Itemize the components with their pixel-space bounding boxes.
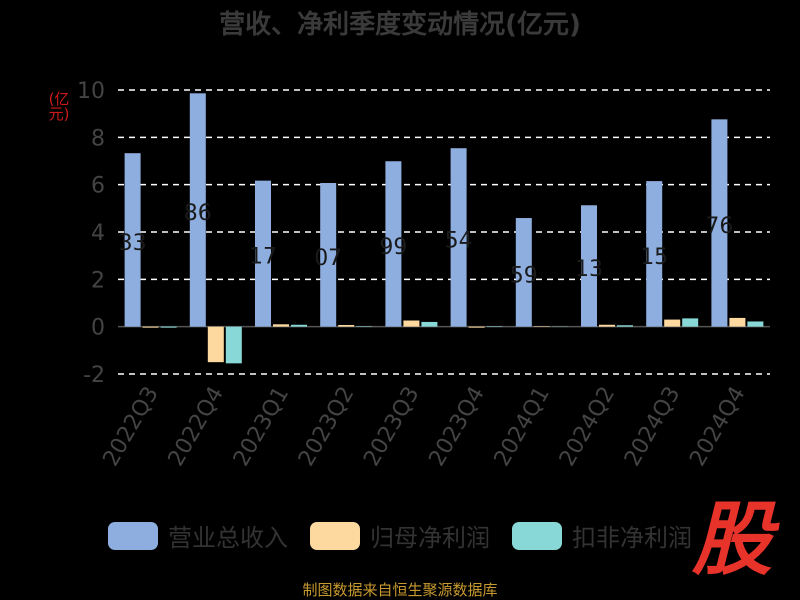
x-tick-label: 2024Q4 (685, 383, 750, 471)
bar-net-profit-parent (729, 317, 746, 327)
legend-label-net-profit-parent: 归母净利润 (370, 524, 490, 552)
legend-item-revenue[interactable]: 营业总收入 (108, 518, 288, 553)
bar-revenue (646, 181, 663, 327)
bar-revenue (124, 153, 141, 327)
x-tick-label: 2023Q3 (359, 383, 424, 471)
bar-value-label: 07 (314, 246, 342, 271)
bar-net-profit-parent (664, 319, 681, 327)
bar-net-profit-parent (207, 326, 224, 363)
bar-net-profit-deducted (617, 325, 633, 327)
bar-value-label: 59 (510, 263, 538, 288)
brand-logo: 股 (692, 493, 772, 586)
x-tick-label: 2024Q1 (490, 383, 555, 471)
y-tick-label: 4 (91, 221, 105, 246)
y-tick-label: -2 (83, 363, 105, 388)
bar-revenue (320, 183, 337, 327)
legend-label-revenue: 营业总收入 (168, 524, 288, 552)
x-tick-label: 2024Q3 (620, 383, 685, 471)
bar-value-label: 33 (119, 231, 147, 256)
y-tick-label: 8 (91, 126, 105, 151)
bar-net-profit-parent (273, 324, 289, 327)
bar-value-label: 76 (705, 214, 733, 239)
x-tick-label: 2024Q2 (555, 383, 620, 471)
legend-swatch-revenue (108, 521, 158, 550)
bar-net-profit-parent (403, 320, 420, 327)
y-tick-label: 0 (91, 316, 105, 341)
bar-revenue (189, 93, 206, 327)
bar-net-profit-parent (599, 324, 615, 327)
x-tick-label: 2023Q1 (229, 383, 294, 471)
y-tick-label: 10 (77, 79, 105, 104)
x-tick-label: 2022Q3 (98, 383, 163, 471)
chart-title: 营收、净利季度变动情况(亿元) (219, 10, 581, 40)
legend-swatch-net-profit-parent (310, 521, 360, 550)
bar-net-profit-deducted (160, 326, 177, 328)
legend-item-net-profit-deducted[interactable]: 扣非净利润 (512, 518, 692, 553)
bar-net-profit-deducted (225, 326, 242, 364)
bar-value-label: 15 (640, 245, 668, 270)
bar-value-label: 54 (445, 228, 473, 253)
y-axis-unit-label: (亿元) (48, 90, 70, 123)
bar-net-profit-deducted (421, 321, 438, 327)
x-tick-label: 2023Q4 (424, 382, 489, 470)
bar-net-profit-parent (338, 325, 355, 327)
y-tick-label: 6 (91, 174, 105, 199)
bar-value-label: 99 (379, 235, 407, 260)
bar-revenue (385, 161, 402, 327)
bar-value-label: 13 (575, 257, 603, 282)
legend-item-net-profit-parent[interactable]: 归母净利润 (310, 518, 490, 553)
legend-swatch-net-profit-deducted (512, 521, 562, 550)
bar-net-profit-parent (142, 326, 159, 328)
bar-revenue (711, 119, 728, 327)
bar-net-profit-deducted (291, 324, 307, 327)
bar-revenue (581, 205, 597, 327)
bar-revenue (515, 218, 532, 327)
x-tick-label: 2023Q2 (294, 383, 359, 471)
bar-net-profit-deducted (682, 318, 699, 327)
bar-net-profit-parent (468, 326, 485, 328)
bar-revenue (450, 148, 467, 327)
bar-net-profit-deducted (747, 321, 764, 327)
data-source-footer: 制图数据来自恒生聚源数据库 (302, 581, 498, 599)
legend-label-net-profit-deducted: 扣非净利润 (572, 524, 692, 552)
x-tick-label: 2022Q4 (164, 383, 229, 471)
chart-legend: 营业总收入 归母净利润 扣非净利润 (108, 518, 692, 553)
y-tick-label: 2 (91, 268, 105, 293)
bar-revenue (255, 180, 271, 327)
bar-value-label: 86 (184, 201, 212, 226)
bar-value-label: 17 (249, 245, 277, 270)
